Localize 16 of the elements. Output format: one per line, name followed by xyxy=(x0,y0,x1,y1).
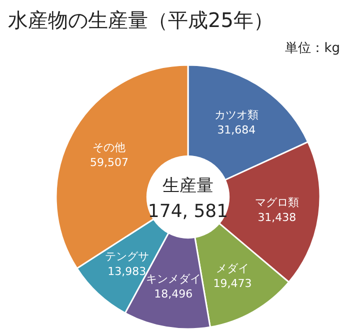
slice-label: その他 xyxy=(92,140,126,154)
slice-label: テングサ xyxy=(104,250,149,263)
data-label: 18,496 xyxy=(154,288,193,301)
data-label: 31,438 xyxy=(258,211,296,224)
data-label: 19,473 xyxy=(213,276,252,290)
text: 生産量 xyxy=(162,176,214,196)
chart-subtitle: 単位：kg xyxy=(285,41,340,56)
data-label: 59,507 xyxy=(90,156,128,169)
text: 174, 581 xyxy=(148,201,228,222)
slice-label: キンメダイ xyxy=(146,272,201,286)
slice-label: カツオ類 xyxy=(214,108,258,122)
chart-title: 水産物の生産量（平成25年） xyxy=(8,8,274,32)
slice-label: マグロ類 xyxy=(254,196,299,210)
data-label: 31,684 xyxy=(217,123,256,136)
data-label: 13,983 xyxy=(108,264,146,278)
slice-label: メダイ xyxy=(216,262,250,275)
